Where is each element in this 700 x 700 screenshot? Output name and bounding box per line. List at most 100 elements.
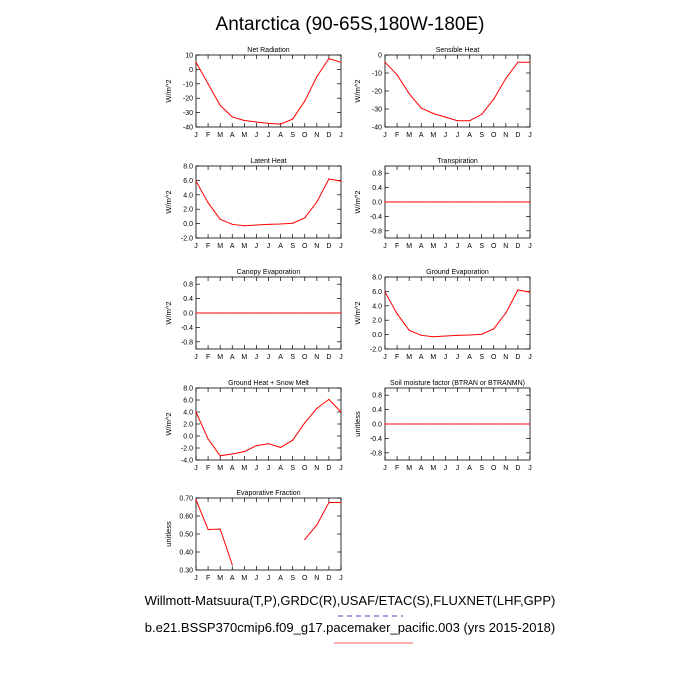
x-tick-label: J xyxy=(339,575,343,582)
data-point xyxy=(328,58,330,60)
data-point xyxy=(340,180,342,182)
x-tick-label: J xyxy=(194,575,198,582)
y-tick-label: 0.70 xyxy=(179,496,193,503)
data-point xyxy=(219,455,221,457)
x-tick-label: O xyxy=(491,354,497,361)
x-tick-label: A xyxy=(230,465,235,472)
x-tick-label: M xyxy=(241,354,247,361)
x-tick-label: J xyxy=(267,465,271,472)
x-tick-label: A xyxy=(230,132,235,139)
panel-title: Net Radiation xyxy=(247,47,290,54)
x-tick-label: A xyxy=(230,354,235,361)
data-point xyxy=(468,201,471,203)
data-point xyxy=(420,201,422,203)
y-tick-label: -0.8 xyxy=(370,228,382,235)
y-tick-label: 0.0 xyxy=(183,221,193,228)
x-tick-label: F xyxy=(395,465,399,472)
y-tick-label: -2.0 xyxy=(181,236,193,243)
y-tick-label: 0.30 xyxy=(179,568,193,575)
data-point xyxy=(243,312,245,314)
x-tick-label: A xyxy=(419,354,424,361)
data-point xyxy=(444,201,447,203)
panel-soil-moisture-factor-btran-or-btranmn: Soil moisture factor (BTRAN or BTRANMN) 0… xyxy=(353,380,532,472)
data-point xyxy=(328,501,330,504)
x-tick-label: N xyxy=(314,465,319,472)
panel-title: Sensible Heat xyxy=(436,47,480,54)
y-axis-label: unitless xyxy=(164,521,173,547)
x-tick-label: D xyxy=(326,354,331,361)
x-tick-label: D xyxy=(515,354,520,361)
x-tick-label: J xyxy=(456,354,460,361)
y-axis-label: W/m^2 xyxy=(164,301,173,324)
x-tick-label: J xyxy=(444,354,448,361)
x-tick-label: M xyxy=(217,465,223,472)
data-point xyxy=(231,312,233,314)
x-tick-label: N xyxy=(503,465,508,472)
y-tick-label: 2.0 xyxy=(372,318,382,325)
y-axis-label: W/m^2 xyxy=(353,190,362,213)
y-tick-label: -30 xyxy=(183,110,193,117)
data-point xyxy=(207,528,209,531)
x-tick-label: J xyxy=(255,465,259,472)
data-point xyxy=(243,119,245,122)
figure-title: Antarctica (90-65S,180W-180E) xyxy=(216,14,485,35)
x-tick-label: F xyxy=(206,354,210,361)
data-point xyxy=(408,201,410,203)
x-tick-label: F xyxy=(395,132,399,139)
data-point xyxy=(231,453,233,455)
data-point xyxy=(456,201,459,203)
panel-title: Transpiration xyxy=(437,158,478,165)
data-point xyxy=(340,61,342,63)
x-tick-label: A xyxy=(467,243,472,250)
data-point xyxy=(328,312,330,314)
data-point xyxy=(505,423,507,425)
x-tick-label: A xyxy=(278,465,283,472)
data-point xyxy=(505,312,507,314)
y-tick-label: 0.8 xyxy=(372,171,382,178)
x-tick-label: M xyxy=(406,354,412,361)
data-point xyxy=(529,423,531,425)
x-tick-label: M xyxy=(241,575,247,582)
x-tick-label: S xyxy=(479,354,484,361)
data-point xyxy=(328,398,330,400)
data-point xyxy=(444,335,447,337)
data-point xyxy=(456,423,459,425)
data-point xyxy=(468,334,471,336)
data-point xyxy=(267,122,270,124)
data-point xyxy=(255,121,258,123)
data-point xyxy=(529,201,531,203)
data-point xyxy=(396,74,398,76)
y-tick-label: 0.0 xyxy=(372,332,382,339)
y-tick-label: -0.8 xyxy=(181,339,193,346)
x-tick-label: M xyxy=(217,575,223,582)
x-tick-label: J xyxy=(267,132,271,139)
data-point xyxy=(396,423,398,425)
x-tick-label: J xyxy=(255,354,259,361)
data-point xyxy=(328,178,330,180)
data-point xyxy=(279,123,282,125)
data-point xyxy=(384,201,386,203)
x-tick-label: J xyxy=(267,575,271,582)
data-point xyxy=(456,120,459,122)
x-tick-label: J xyxy=(339,132,343,139)
x-tick-label: A xyxy=(230,243,235,250)
data-point xyxy=(468,423,471,425)
x-tick-label: J xyxy=(194,132,198,139)
y-axis-label: unitless xyxy=(353,411,362,437)
data-point xyxy=(408,93,410,95)
x-tick-label: J xyxy=(383,132,387,139)
data-point xyxy=(316,524,318,526)
x-tick-label: J xyxy=(383,465,387,472)
y-tick-label: 2.0 xyxy=(183,422,193,429)
data-point xyxy=(529,291,531,293)
x-tick-label: A xyxy=(467,132,472,139)
x-tick-label: M xyxy=(430,243,436,250)
x-tick-label: J xyxy=(456,132,460,139)
data-point xyxy=(243,225,245,227)
x-tick-label: J xyxy=(383,354,387,361)
data-point xyxy=(316,312,318,314)
y-tick-label: 4.0 xyxy=(372,303,382,310)
